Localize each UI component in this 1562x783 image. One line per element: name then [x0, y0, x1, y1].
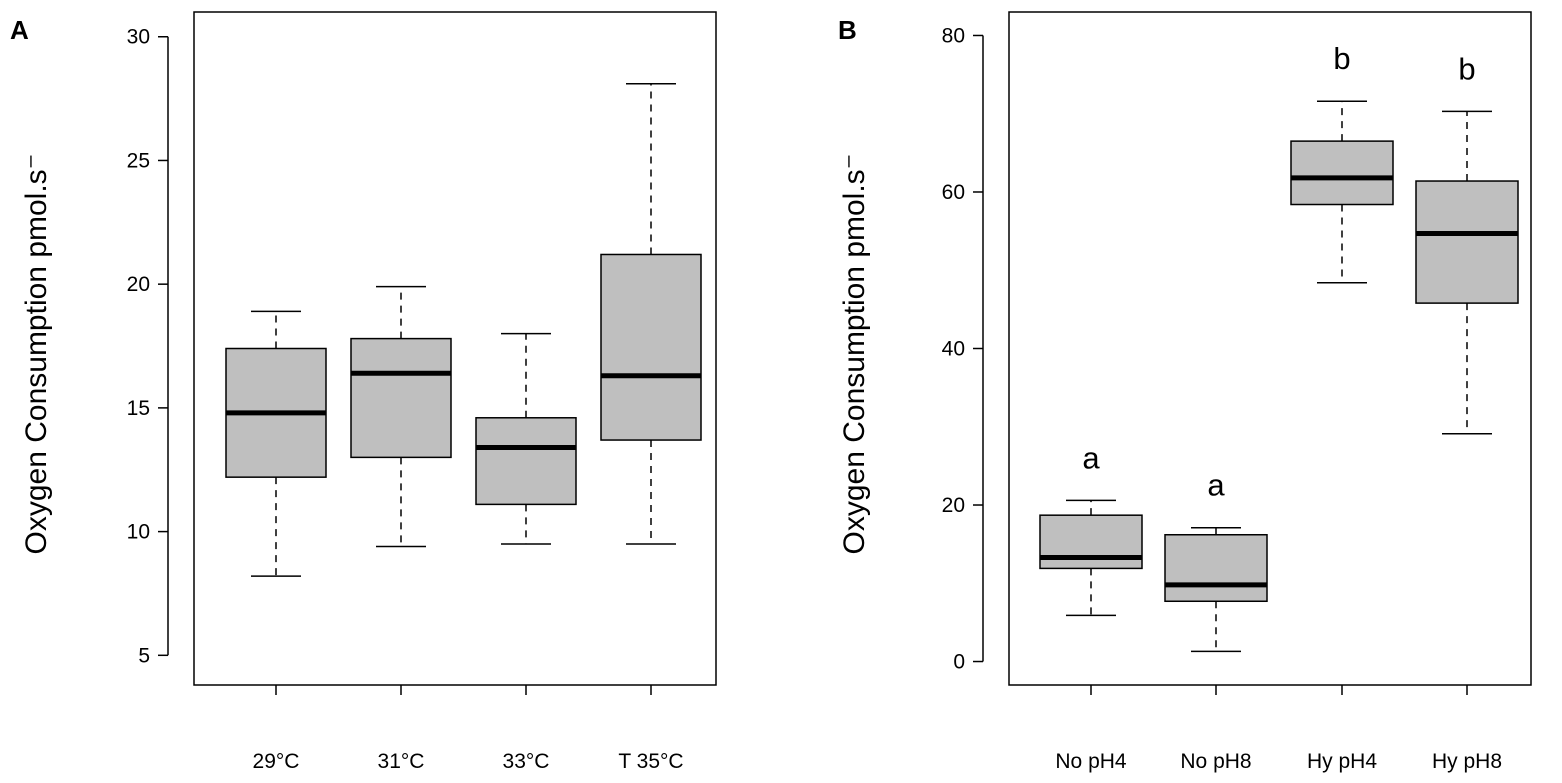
panel-b-significance-label: a [1207, 468, 1225, 503]
panel-a-y-tick-label: 10 [127, 521, 150, 544]
panel-a-box-2 [350, 285, 452, 548]
interquartile-box [350, 337, 452, 459]
panel-a-category-label: 29°C [253, 750, 300, 773]
panel-a-letter: A [10, 15, 29, 45]
panel-a: A Oxygen Consumption pmol.s⁻ 5 10 15 20 25 30… [10, 11, 717, 773]
panel-b-significance-label: a [1082, 440, 1100, 475]
panel-a-category-label: T 35°C [618, 750, 683, 773]
panel-b-category-label: No pH4 [1055, 750, 1127, 773]
panel-a-y-tick-label: 25 [127, 149, 150, 172]
panel-a-box-3 [475, 332, 577, 545]
panel-b-box-3 [1290, 100, 1394, 284]
panel-a-y-tick-label: 5 [138, 644, 150, 667]
panel-b-category-label: Hy pH8 [1432, 750, 1502, 773]
panel-a-y-tick-label: 30 [127, 26, 150, 49]
interquartile-box [1415, 180, 1519, 304]
panel-a-box-1 [225, 310, 327, 577]
panel-a-plot-frame [193, 11, 717, 686]
panel-a-category-label: 31°C [378, 750, 425, 773]
panel-b-category-label: No pH8 [1180, 750, 1251, 773]
panel-a-y-axis-title: Oxygen Consumption pmol.s⁻ [20, 153, 53, 554]
panel-a-y-tick-label: 20 [127, 273, 150, 296]
panel-b-y-tick-label: 40 [942, 338, 965, 361]
interquartile-box [1290, 140, 1394, 206]
panel-a-y-tick-label: 15 [127, 397, 150, 420]
panel-b-significance-label: b [1458, 51, 1475, 86]
panel-b-y-tick-label: 0 [953, 651, 965, 674]
panel-a-box-4 [600, 83, 702, 545]
panel-b-y-tick-label: 80 [942, 24, 965, 47]
interquartile-box [600, 253, 702, 441]
panel-b-box-2 [1164, 526, 1268, 653]
panel-b-plot-frame [1008, 11, 1532, 686]
panel-b-box-4 [1415, 110, 1519, 435]
panel-b-significance-label: b [1333, 41, 1350, 76]
panel-b-letter: B [838, 15, 857, 45]
interquartile-box [1039, 514, 1143, 570]
panel-b-y-axis-title: Oxygen Consumption pmol.s⁻ [838, 153, 871, 554]
panel-b: B Oxygen Consumption pmol.s⁻ 0 20 40 60 80 No… [838, 11, 1532, 773]
panel-a-category-label: 33°C [503, 750, 550, 773]
interquartile-box [475, 417, 577, 506]
panel-b-y-tick-label: 20 [942, 494, 965, 517]
panel-b-category-label: Hy pH4 [1307, 750, 1377, 773]
panel-b-box-1 [1039, 499, 1143, 617]
panel-b-y-tick-label: 60 [942, 181, 965, 204]
interquartile-box [1164, 533, 1268, 603]
